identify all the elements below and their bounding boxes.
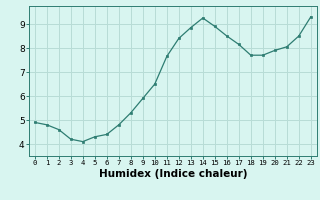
X-axis label: Humidex (Indice chaleur): Humidex (Indice chaleur) xyxy=(99,169,247,179)
